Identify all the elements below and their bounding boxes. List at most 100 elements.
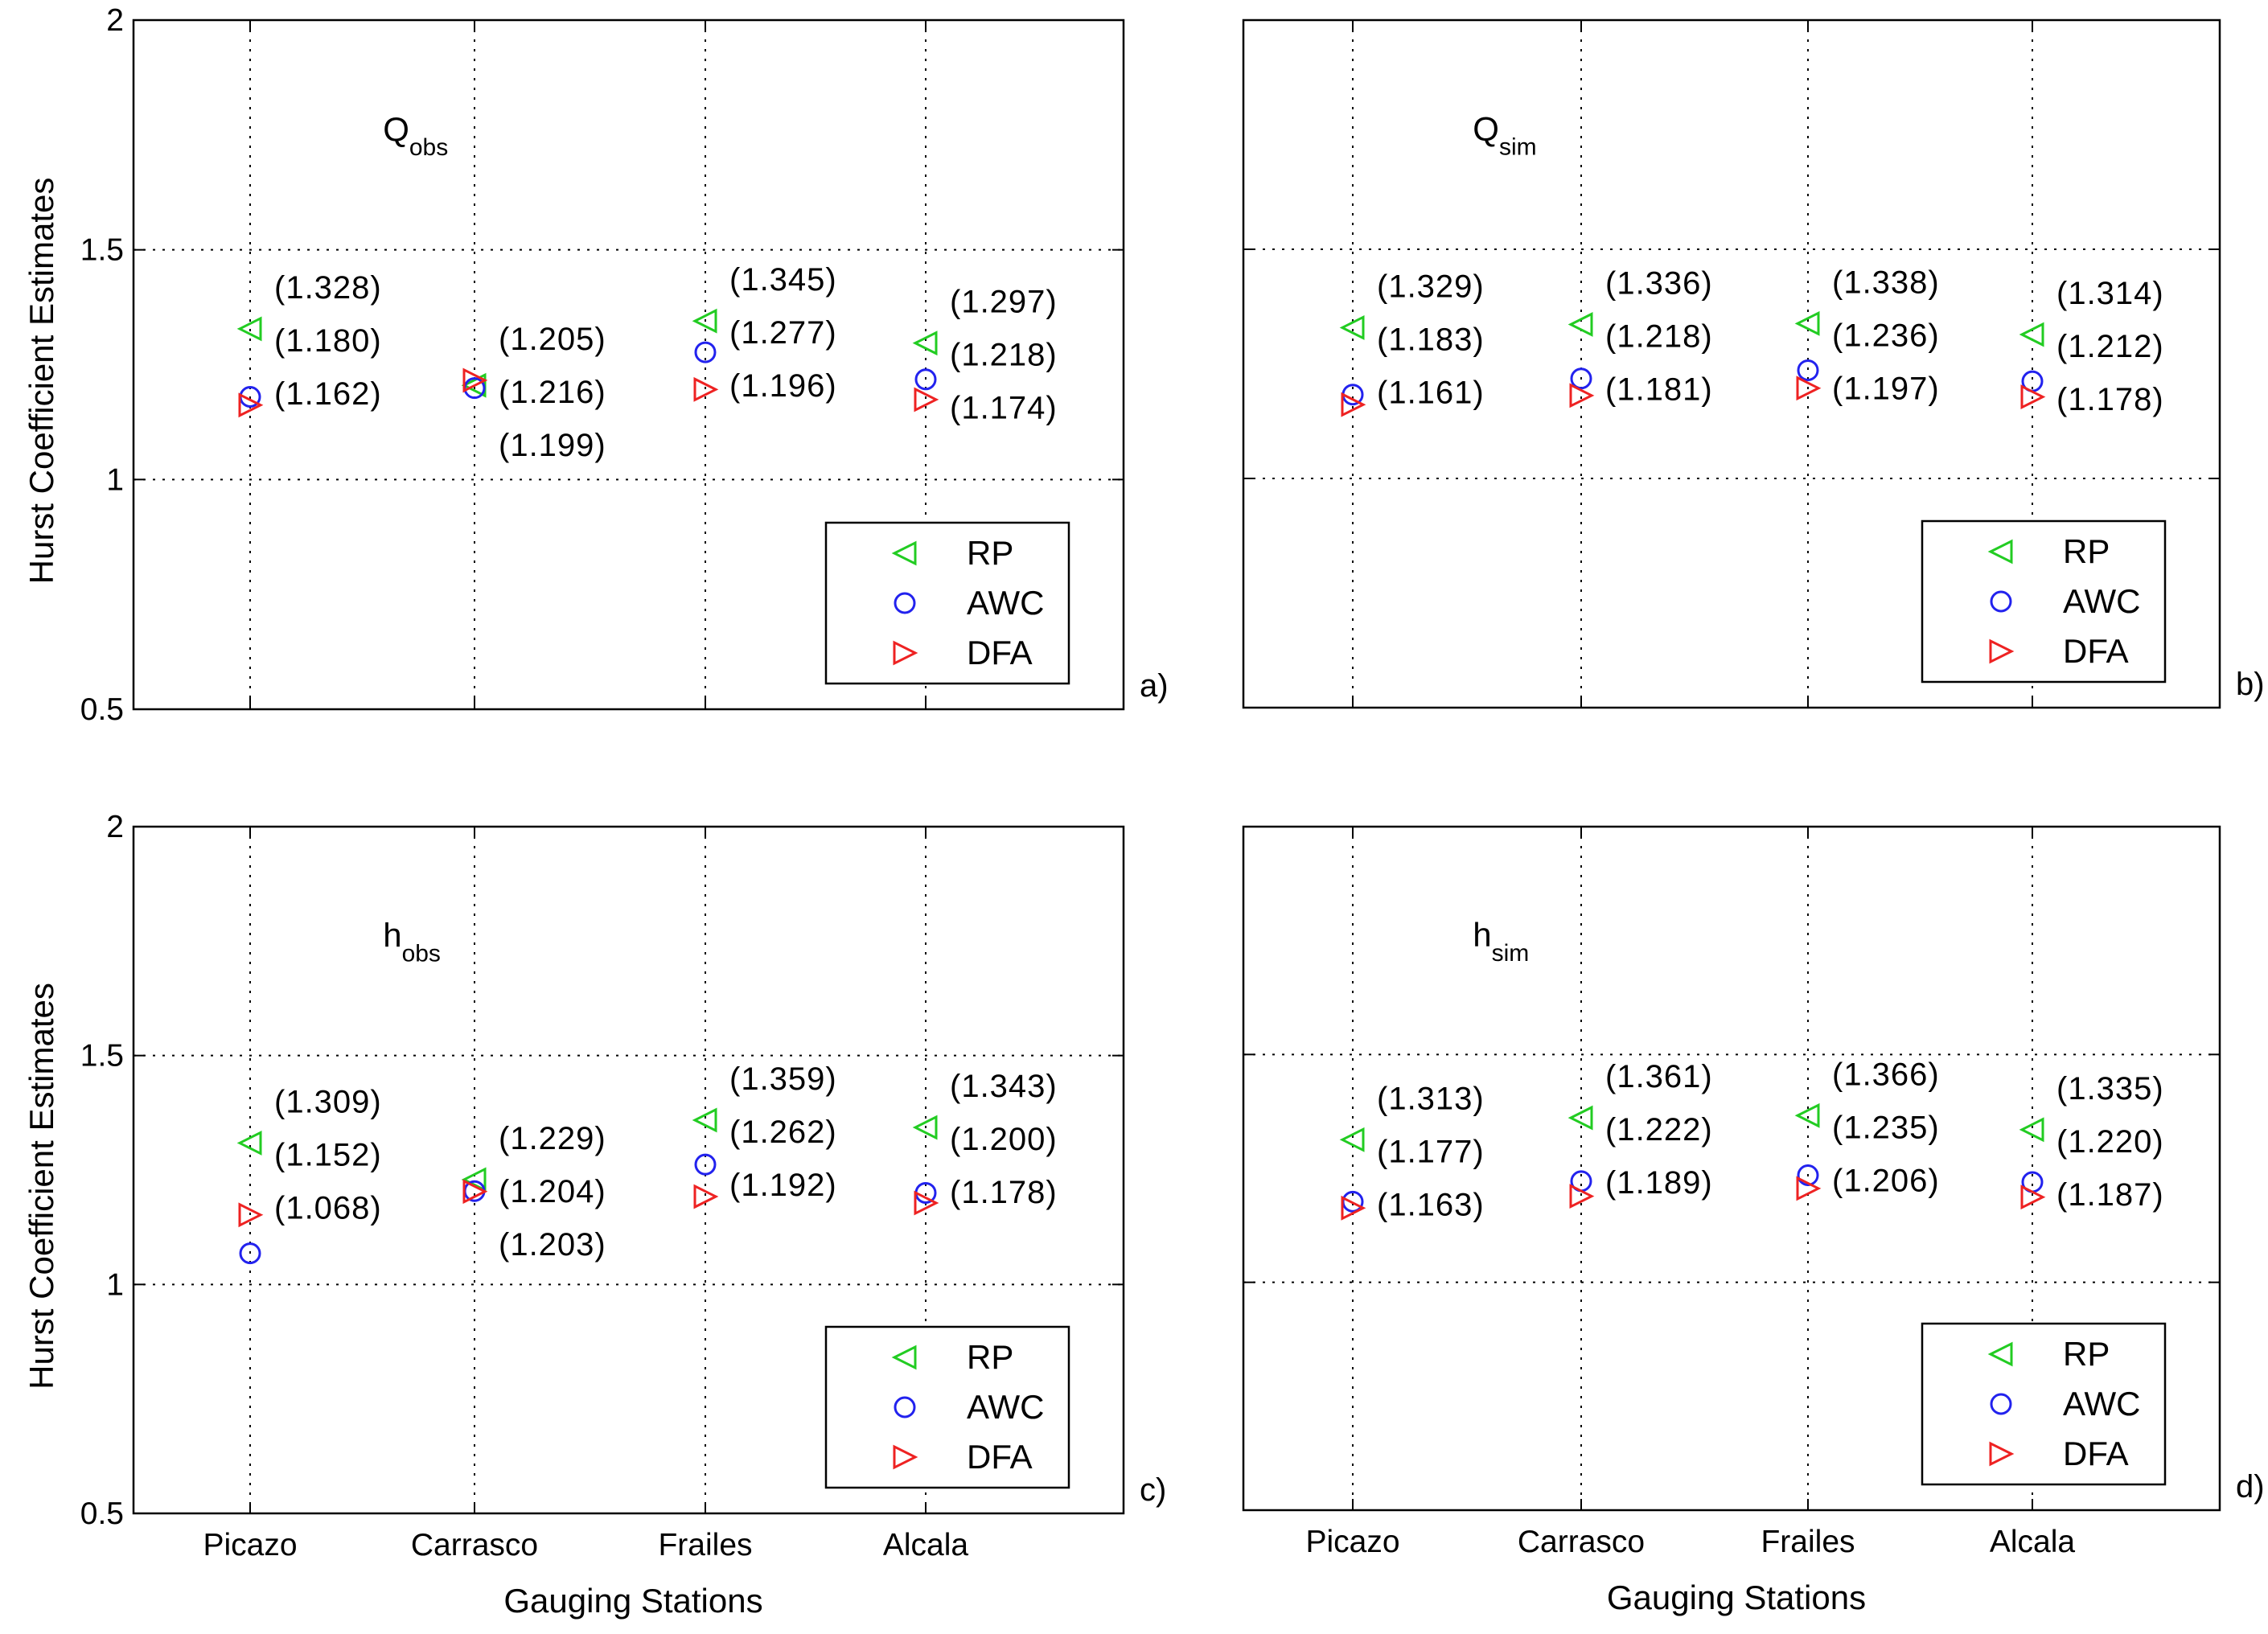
value-annotation: (1.177) — [1377, 1134, 1485, 1169]
marker-awc — [1797, 359, 1819, 381]
legend: RP AWC DFA — [824, 521, 1070, 685]
marker-dfa — [1796, 1176, 1822, 1201]
value-annotation: (1.161) — [1377, 375, 1485, 410]
panel-letter: a) — [1140, 668, 1169, 704]
value-annotation: (1.192) — [729, 1168, 837, 1203]
marker-rp — [2019, 1117, 2044, 1143]
panel-title: hsim — [1473, 916, 1529, 967]
value-annotation: (1.162) — [274, 376, 382, 412]
value-annotation: (1.200) — [950, 1122, 1058, 1157]
value-annotation: (1.343) — [950, 1069, 1058, 1104]
panel-c: 0.5 1 1.5 2 Picazo Carrasco Frailes Alcala Gaugi… — [23, 810, 1166, 1620]
panel-letter: d) — [2236, 1469, 2265, 1505]
value-annotation: (1.366) — [1832, 1057, 1940, 1092]
marker-awc — [914, 1181, 937, 1204]
value-annotation: (1.236) — [1832, 318, 1940, 353]
y-tick-label: 0.5 — [80, 692, 124, 727]
legend: RP AWC DFA — [1921, 1322, 2167, 1486]
x-axis-label: Gauging Stations — [503, 1582, 762, 1620]
value-annotation: (1.235) — [1832, 1110, 1940, 1145]
panel-title: Qsim — [1473, 110, 1536, 161]
marker-awc — [694, 1153, 717, 1176]
legend-marker-rp — [1987, 539, 2013, 565]
y-tick-label: 2 — [106, 3, 124, 38]
legend-label-rp: RP — [2063, 1335, 2110, 1373]
y-axis-label: Hurst Coefficient Estimates — [23, 983, 60, 1390]
marker-rp — [1567, 1105, 1593, 1131]
y-tick-label: 1 — [106, 462, 124, 497]
marker-dfa — [238, 1202, 264, 1228]
marker-dfa — [1796, 376, 1822, 401]
legend-marker-rp — [891, 1345, 917, 1370]
marker-dfa — [1341, 392, 1366, 417]
value-annotation: (1.314) — [2056, 276, 2164, 311]
value-annotation: (1.205) — [499, 322, 606, 357]
marker-dfa — [462, 367, 488, 393]
marker-awc — [914, 368, 937, 391]
value-annotation: (1.206) — [1832, 1163, 1940, 1198]
legend-box — [824, 521, 1070, 685]
plot-frame — [132, 18, 1125, 711]
legend-marker-awc — [894, 592, 916, 614]
value-annotation: (1.229) — [499, 1121, 606, 1156]
legend-marker-awc — [1990, 1393, 2012, 1415]
marker-rp — [1794, 1102, 1820, 1128]
legend: RP AWC DFA — [824, 1325, 1070, 1489]
y-tick-label: 1 — [106, 1267, 124, 1302]
marker-rp — [1339, 315, 1365, 340]
legend-label-awc: AWC — [2063, 582, 2140, 620]
legend-marker-dfa — [893, 1444, 918, 1470]
value-annotation: (1.181) — [1605, 372, 1713, 407]
legend-box — [1921, 1322, 2167, 1486]
x-tick-label: Alcala — [1990, 1525, 2076, 1559]
legend-marker-awc — [894, 1396, 916, 1418]
marker-dfa — [693, 1184, 719, 1209]
x-tick-label: Carrasco — [1518, 1525, 1645, 1559]
value-annotation: (1.180) — [274, 323, 382, 359]
value-annotation: (1.216) — [499, 375, 606, 410]
legend-label-awc: AWC — [967, 584, 1044, 622]
x-tick-label: Frailes — [1761, 1525, 1855, 1559]
panel-title: Qobs — [383, 110, 448, 161]
y-tick-label: 1.5 — [80, 233, 124, 268]
marker-rp — [1794, 310, 1820, 336]
y-tick-label: 1.5 — [80, 1039, 124, 1074]
value-annotation: (1.187) — [2056, 1177, 2164, 1213]
x-tick-label: Carrasco — [411, 1528, 538, 1562]
panel-title: hobs — [383, 916, 441, 967]
marker-rp — [912, 330, 938, 356]
legend-marker-dfa — [1989, 638, 2015, 664]
marker-awc — [694, 341, 717, 363]
legend-label-dfa: DFA — [967, 634, 1033, 671]
marker-awc — [239, 1242, 261, 1265]
legend-box — [1921, 519, 2167, 684]
value-annotation: (1.178) — [2056, 382, 2164, 417]
marker-rp — [236, 316, 262, 342]
legend-box — [824, 1325, 1070, 1489]
legend-label-rp: RP — [967, 534, 1013, 572]
value-annotation: (1.328) — [274, 270, 382, 306]
value-annotation: (1.220) — [2056, 1124, 2164, 1160]
value-annotation: (1.196) — [729, 368, 837, 404]
marker-rp — [1567, 312, 1593, 337]
legend-label-rp: RP — [2063, 532, 2110, 570]
value-annotation: (1.335) — [2056, 1071, 2164, 1106]
value-annotation: (1.189) — [1605, 1165, 1713, 1201]
marker-rp — [1339, 1127, 1365, 1152]
value-annotation: (1.345) — [729, 262, 837, 298]
value-annotation: (1.277) — [729, 315, 837, 351]
marker-rp — [236, 1130, 262, 1156]
legend-label-dfa: DFA — [2063, 632, 2129, 670]
marker-rp — [912, 1115, 938, 1140]
legend-marker-awc — [1990, 590, 2012, 613]
value-annotation: (1.203) — [499, 1227, 606, 1262]
value-annotation: (1.222) — [1605, 1112, 1713, 1147]
marker-dfa — [462, 1179, 488, 1205]
plot-frame — [132, 825, 1125, 1515]
panel-b: Qsim (1.329) (1.183) (1.161) (1.336) (1.218) (… — [1242, 18, 2265, 709]
x-tick-label: Frailes — [658, 1528, 752, 1562]
value-annotation: (1.297) — [950, 285, 1058, 320]
value-annotation: (1.212) — [2056, 329, 2164, 364]
panel-letter: b) — [2236, 667, 2265, 702]
